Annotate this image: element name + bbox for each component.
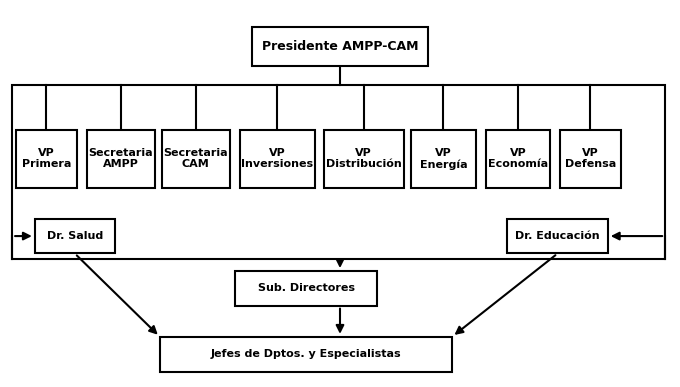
Text: Secretaria
CAM: Secretaria CAM (163, 148, 228, 170)
FancyBboxPatch shape (16, 130, 77, 188)
FancyBboxPatch shape (324, 130, 404, 188)
FancyBboxPatch shape (507, 219, 608, 253)
Text: VP
Economía: VP Economía (488, 148, 548, 170)
Text: Secretaria
AMPP: Secretaria AMPP (88, 148, 154, 170)
FancyBboxPatch shape (35, 219, 115, 253)
FancyBboxPatch shape (87, 130, 155, 188)
Text: VP
Inversiones: VP Inversiones (241, 148, 313, 170)
FancyBboxPatch shape (252, 27, 428, 66)
Text: VP
Primera: VP Primera (22, 148, 71, 170)
FancyBboxPatch shape (160, 337, 452, 372)
FancyBboxPatch shape (240, 130, 315, 188)
FancyBboxPatch shape (560, 130, 621, 188)
Text: Dr. Salud: Dr. Salud (47, 231, 103, 241)
FancyBboxPatch shape (411, 130, 476, 188)
FancyBboxPatch shape (486, 130, 551, 188)
Text: Presidente AMPP-CAM: Presidente AMPP-CAM (262, 40, 418, 53)
Text: Jefes de Dptos. y Especialistas: Jefes de Dptos. y Especialistas (211, 349, 401, 359)
Text: VP
Energía: VP Energía (420, 147, 467, 170)
FancyBboxPatch shape (235, 271, 377, 306)
Text: Dr. Educación: Dr. Educación (515, 231, 600, 241)
Text: Sub. Directores: Sub. Directores (258, 283, 354, 293)
Text: VP
Distribución: VP Distribución (326, 148, 402, 170)
FancyBboxPatch shape (162, 130, 230, 188)
Text: VP
Defensa: VP Defensa (564, 148, 616, 170)
